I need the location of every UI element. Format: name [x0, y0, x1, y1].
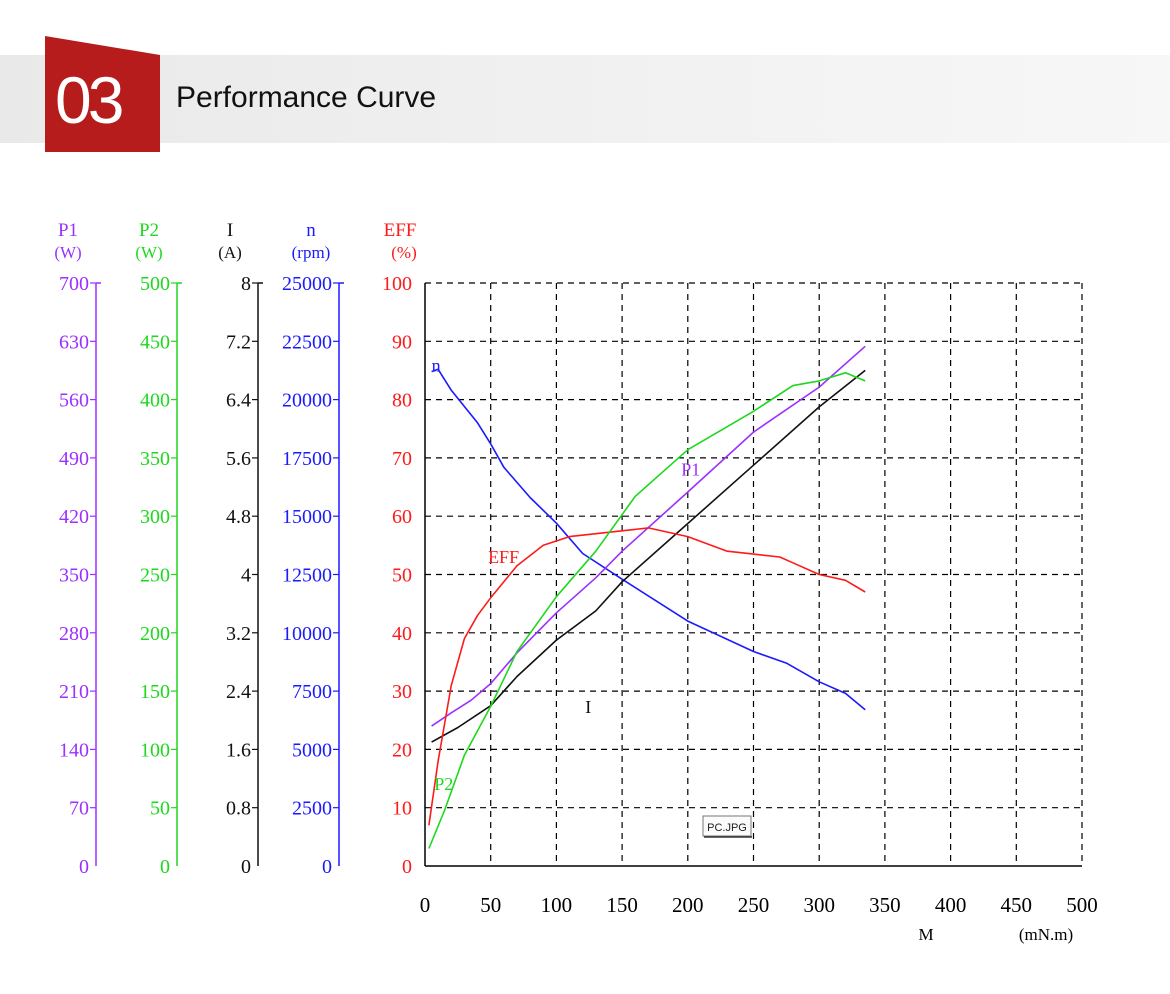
- tick-label-n: 5000: [292, 739, 332, 761]
- tick-label-p1: 280: [59, 623, 89, 645]
- tick-label-p1: 350: [59, 565, 89, 587]
- axis-name-p2: P2: [139, 220, 159, 241]
- tick-label-i: 6.4: [226, 390, 251, 412]
- tick-label-eff: 10: [392, 798, 412, 820]
- tick-label-n: 2500: [292, 798, 332, 820]
- tick-label-i: 3.2: [226, 623, 251, 645]
- tick-label-p1: 630: [59, 331, 89, 353]
- tick-label-p2: 200: [140, 623, 170, 645]
- tick-label-p2: 100: [140, 739, 170, 761]
- axis-name-i: I: [227, 220, 233, 241]
- tick-label-p1: 140: [59, 739, 89, 761]
- axis-name-eff: EFF: [384, 220, 417, 241]
- tick-label-eff: 50: [392, 565, 412, 587]
- tick-label-n: 17500: [282, 448, 332, 470]
- tick-label-eff: 0: [402, 856, 412, 878]
- axis-unit-i: (A): [218, 243, 242, 262]
- tick-label-i: 8: [241, 273, 251, 295]
- tick-label-i: 0.8: [226, 798, 251, 820]
- tick-label-p2: 0: [160, 856, 170, 878]
- tick-label-eff: 100: [382, 273, 412, 295]
- tick-label-p1: 210: [59, 681, 89, 703]
- series-label-n: n: [432, 356, 441, 376]
- series-line-eff: [428, 527, 866, 826]
- tick-label-p2: 150: [140, 681, 170, 703]
- tick-label-i: 2.4: [226, 681, 251, 703]
- axis-name-n: n: [306, 220, 316, 241]
- tick-label-p1: 70: [69, 798, 89, 820]
- series-line-p2: [428, 371, 866, 849]
- tick-label-n: 20000: [282, 390, 332, 412]
- tick-label-p1: 560: [59, 390, 89, 412]
- series-line-i: [431, 369, 866, 743]
- series-line-p1: [431, 345, 866, 727]
- tick-label-eff: 80: [392, 390, 412, 412]
- axis-unit-p2: (W): [135, 243, 162, 262]
- x-tick-label: 150: [606, 893, 638, 917]
- tick-label-n: 25000: [282, 273, 332, 295]
- x-tick-label: 200: [672, 893, 704, 917]
- x-tick-label: 400: [935, 893, 967, 917]
- tick-label-p1: 700: [59, 273, 89, 295]
- tick-label-i: 4: [241, 565, 251, 587]
- series-line-n: [431, 368, 866, 711]
- tick-label-p1: 490: [59, 448, 89, 470]
- tick-label-p2: 400: [140, 390, 170, 412]
- tick-label-n: 7500: [292, 681, 332, 703]
- tick-label-eff: 60: [392, 506, 412, 528]
- axis-unit-p1: (W): [54, 243, 81, 262]
- series-label-eff: EFF: [488, 547, 519, 567]
- axis-unit-n: (rpm): [292, 243, 331, 262]
- section-badge: [45, 36, 160, 152]
- tick-label-p2: 500: [140, 273, 170, 295]
- tick-label-i: 7.2: [226, 331, 251, 353]
- tick-label-eff: 40: [392, 623, 412, 645]
- series-label-p2: P2: [434, 774, 453, 794]
- tick-label-n: 12500: [282, 565, 332, 587]
- tick-label-eff: 90: [392, 331, 412, 353]
- x-tick-label: 50: [480, 893, 501, 917]
- tick-label-n: 10000: [282, 623, 332, 645]
- tooltip-box: [702, 815, 752, 837]
- tick-label-p2: 50: [150, 798, 170, 820]
- tick-label-n: 22500: [282, 331, 332, 353]
- tick-label-p2: 450: [140, 331, 170, 353]
- tick-label-p1: 420: [59, 506, 89, 528]
- x-axis-unit: (mN.m): [1019, 925, 1073, 944]
- series-label-p1: P1: [681, 459, 700, 479]
- tick-label-eff: 20: [392, 739, 412, 761]
- x-tick-label: 350: [869, 893, 901, 917]
- tick-label-eff: 70: [392, 448, 412, 470]
- tooltip-label: PC.JPG: [707, 822, 747, 834]
- x-tick-label: 450: [1001, 893, 1033, 917]
- x-tick-label: 100: [541, 893, 573, 917]
- tick-label-i: 1.6: [226, 739, 251, 761]
- tick-label-i: 4.8: [226, 506, 251, 528]
- tick-label-p2: 350: [140, 448, 170, 470]
- section-number: 03: [55, 63, 124, 137]
- x-tick-label: 250: [738, 893, 770, 917]
- tick-label-i: 5.6: [226, 448, 251, 470]
- axis-name-p1: P1: [58, 220, 78, 241]
- x-axis-label: M: [918, 925, 933, 944]
- tick-label-p1: 0: [79, 856, 89, 878]
- x-tick-label: 500: [1066, 893, 1098, 917]
- x-tick-label: 0: [420, 893, 431, 917]
- header-band: [0, 55, 1170, 143]
- x-tick-label: 300: [803, 893, 835, 917]
- tick-label-n: 0: [322, 856, 332, 878]
- tick-label-i: 0: [241, 856, 251, 878]
- tick-label-n: 15000: [282, 506, 332, 528]
- tick-label-p2: 250: [140, 565, 170, 587]
- tick-label-eff: 30: [392, 681, 412, 703]
- series-label-i: I: [585, 697, 591, 717]
- tick-label-p2: 300: [140, 506, 170, 528]
- page-title: Performance Curve: [176, 81, 437, 114]
- axis-unit-eff: (%): [391, 243, 416, 262]
